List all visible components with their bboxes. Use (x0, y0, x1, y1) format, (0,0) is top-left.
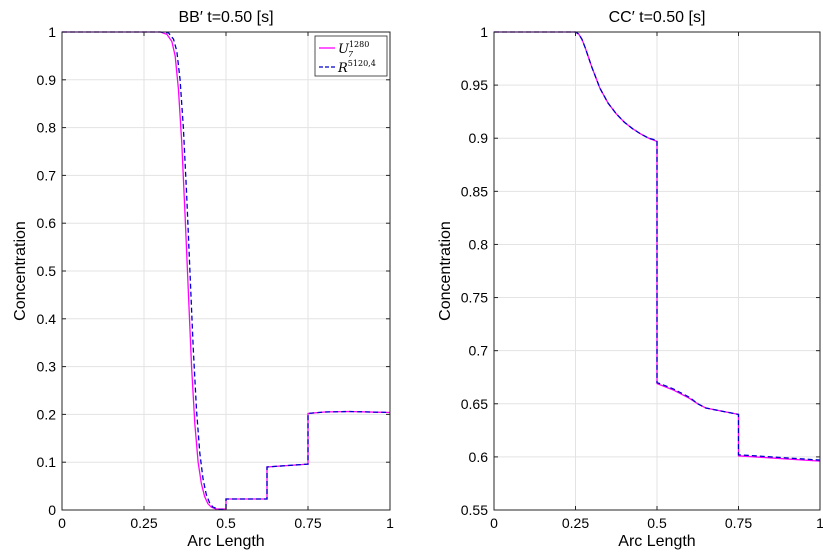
y-tick-label: 0.65 (461, 396, 488, 412)
y-tick-label: 0.4 (37, 311, 57, 327)
y-tick-label: 0.9 (37, 72, 57, 88)
y-tick-label: 1 (48, 24, 56, 40)
series-line-solution (62, 31, 391, 510)
chart-cc-prime: 0 0.25 0.5 0.75 1 0.55 0.6 0.65 0.7 0.75 0.8 0.85 0.… (437, 9, 823, 550)
series-line-reference (62, 31, 391, 511)
y-tick-label: 0.55 (461, 502, 488, 518)
chart-bb-prime: 0 0.25 0.5 0.75 1 0 0.1 0.2 0.3 0.4 0.5 0.6 0.7 0.8 0.… (12, 9, 394, 550)
x-tick-label: 0.5 (216, 515, 236, 531)
x-tick-label: 0.75 (294, 515, 321, 531)
y-tick-label: 0.7 (469, 343, 489, 359)
x-tick-label: 1 (386, 515, 394, 531)
y-tick-label: 0.8 (37, 120, 57, 136)
x-tick-label: 0.25 (562, 515, 589, 531)
legend-box (314, 35, 388, 77)
y-tick-label: 0.95 (461, 77, 488, 93)
y-tick-label: 1 (480, 24, 488, 40)
chart-title: BB′ t=0.50 [s] (178, 9, 273, 26)
x-tick-label: 0 (490, 515, 498, 531)
series-line-reference (494, 31, 821, 461)
y-tick-label: 0 (48, 502, 56, 518)
y-tick-label: 0.7 (37, 167, 57, 183)
y-tick-label: 0.3 (37, 359, 57, 375)
y-axis-label: Concentration (12, 221, 29, 321)
x-tick-label: 1 (816, 515, 823, 531)
y-tick-label: 0.6 (469, 449, 489, 465)
y-tick-label: 0.8 (469, 236, 489, 252)
x-axis-label: Arc Length (618, 533, 695, 550)
y-axis-label: Concentration (437, 221, 454, 321)
x-tick-label: 0.25 (130, 515, 157, 531)
y-tick-label: 0.5 (37, 263, 57, 279)
y-tick-label: 0.85 (461, 183, 488, 199)
x-axis-label: Arc Length (187, 533, 264, 550)
y-tick-label: 0.6 (37, 215, 57, 231)
y-tick-label: 0.75 (461, 290, 488, 306)
chart-title: CC′ t=0.50 [s] (609, 9, 706, 26)
x-tick-label: 0.75 (725, 515, 752, 531)
x-tick-label: 0.5 (647, 515, 667, 531)
y-tick-label: 0.1 (37, 454, 57, 470)
y-tick-label: 0.2 (37, 406, 57, 422)
x-tick-label: 0 (58, 515, 66, 531)
y-tick-label: 0.9 (469, 130, 489, 146)
